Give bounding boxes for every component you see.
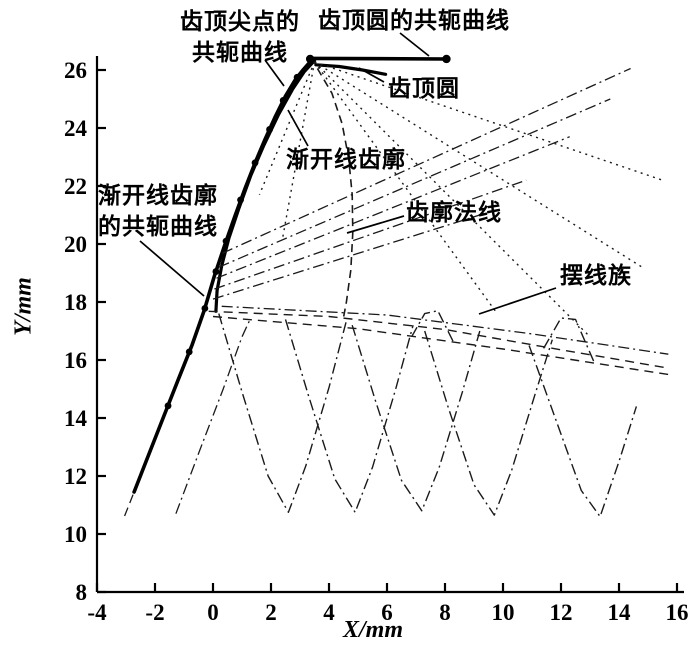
x-tick-label: -2 bbox=[145, 600, 164, 625]
x-tick-label: -4 bbox=[87, 600, 107, 625]
x-tick-label: 2 bbox=[265, 600, 277, 625]
x-tick-label: 14 bbox=[608, 600, 632, 625]
series-normal-fan-5 bbox=[222, 67, 631, 254]
y-tick-label: 12 bbox=[64, 464, 87, 489]
series-cusp-line-2 bbox=[212, 315, 669, 376]
leader-line-involute_conjugate bbox=[139, 240, 205, 297]
series-normal-fan-2 bbox=[214, 179, 527, 290]
label-line: 齿顶尖点的 bbox=[180, 8, 300, 34]
series-cycloid-hump-2 bbox=[542, 317, 596, 364]
leader-line-profile_normal bbox=[346, 215, 405, 234]
label-involute-conjugate: 渐开线齿廓 的共轭曲线 bbox=[98, 180, 218, 242]
label-involute-profile: 渐开线齿廓 bbox=[286, 144, 406, 175]
series-cusp-line-3 bbox=[221, 305, 669, 355]
y-tick-label: 26 bbox=[64, 58, 87, 83]
label-line: 齿廓法线 bbox=[406, 199, 502, 225]
y-tick-label: 10 bbox=[64, 522, 87, 547]
series-cycloid-1 bbox=[218, 313, 348, 513]
curve-marker bbox=[442, 54, 451, 64]
curve-marker bbox=[185, 348, 193, 356]
series-cycloid-flank-left-1 bbox=[123, 491, 135, 517]
leader-line-cycloid_family bbox=[478, 287, 557, 315]
y-tick-label: 22 bbox=[64, 174, 87, 199]
series-tip-circle-conjugate-curve bbox=[309, 56, 449, 61]
y-axis-title: Y/mm bbox=[10, 277, 37, 336]
y-tick-label: 16 bbox=[64, 348, 87, 373]
y-tick-label: 24 bbox=[64, 116, 88, 141]
label-tip-circle-conjugate: 齿顶圆的共轭曲线 bbox=[318, 5, 510, 36]
series-cycloid-flank-left-2 bbox=[175, 317, 252, 514]
label-line: 渐开线齿廓 bbox=[286, 146, 406, 172]
label-tip-circle: 齿顶圆 bbox=[388, 73, 460, 104]
leader-line-involute bbox=[287, 109, 309, 147]
label-line: 齿顶圆 bbox=[388, 75, 460, 101]
x-tick-label: 10 bbox=[492, 600, 515, 625]
curve-marker bbox=[164, 402, 172, 410]
leader-line-tip_circle bbox=[358, 67, 385, 83]
x-axis-title: X/mm bbox=[342, 617, 403, 643]
y-tick-label: 20 bbox=[64, 232, 87, 257]
label-line: 摆线族 bbox=[560, 262, 632, 288]
y-tick-label: 14 bbox=[64, 406, 88, 431]
series-cycloid-2 bbox=[284, 319, 414, 513]
series-cycloid-5 bbox=[528, 345, 638, 518]
y-tick-label: 18 bbox=[64, 290, 87, 315]
series-normal-fan-1 bbox=[212, 214, 480, 300]
curve-marker bbox=[305, 54, 315, 64]
leader-line-tip_point_conjugate bbox=[264, 59, 285, 87]
label-profile-normal: 齿廓法线 bbox=[406, 197, 502, 228]
label-line: 齿顶圆的共轭曲线 bbox=[318, 7, 510, 33]
y-tick-label: 8 bbox=[76, 580, 88, 605]
x-tick-label: 0 bbox=[207, 600, 219, 625]
x-tick-label: 4 bbox=[323, 600, 335, 625]
label-line: 渐开线齿廓 bbox=[98, 182, 218, 208]
x-tick-label: 12 bbox=[550, 600, 573, 625]
curve-marker bbox=[212, 268, 220, 275]
curve-marker bbox=[201, 304, 209, 312]
leader-line-tip_circle_conjugate bbox=[399, 32, 430, 57]
label-line: 的共轭曲线 bbox=[98, 213, 218, 239]
series-cusp-line-1 bbox=[208, 310, 669, 369]
series-profile-normal bbox=[316, 68, 354, 321]
series-cycloid-3 bbox=[351, 324, 481, 512]
label-tip-point-conjugate: 齿顶尖点的 共轭曲线 bbox=[178, 6, 302, 68]
x-tick-label: 6 bbox=[381, 600, 393, 625]
series-normal-fan-4 bbox=[218, 98, 611, 268]
series-cycloid-hump-1 bbox=[410, 310, 455, 343]
series-cycloid-4 bbox=[424, 330, 553, 516]
x-tick-label: 8 bbox=[439, 600, 451, 625]
series-normal-fan-3 bbox=[216, 136, 570, 279]
label-line: 共轭曲线 bbox=[192, 39, 288, 65]
label-cycloid-family: 摆线族 bbox=[560, 260, 632, 291]
series-involute-profile bbox=[214, 59, 317, 313]
series-tip-ray-1 bbox=[314, 61, 663, 181]
series-tip-ray-5 bbox=[258, 61, 316, 195]
x-tick-label: 16 bbox=[666, 600, 689, 625]
